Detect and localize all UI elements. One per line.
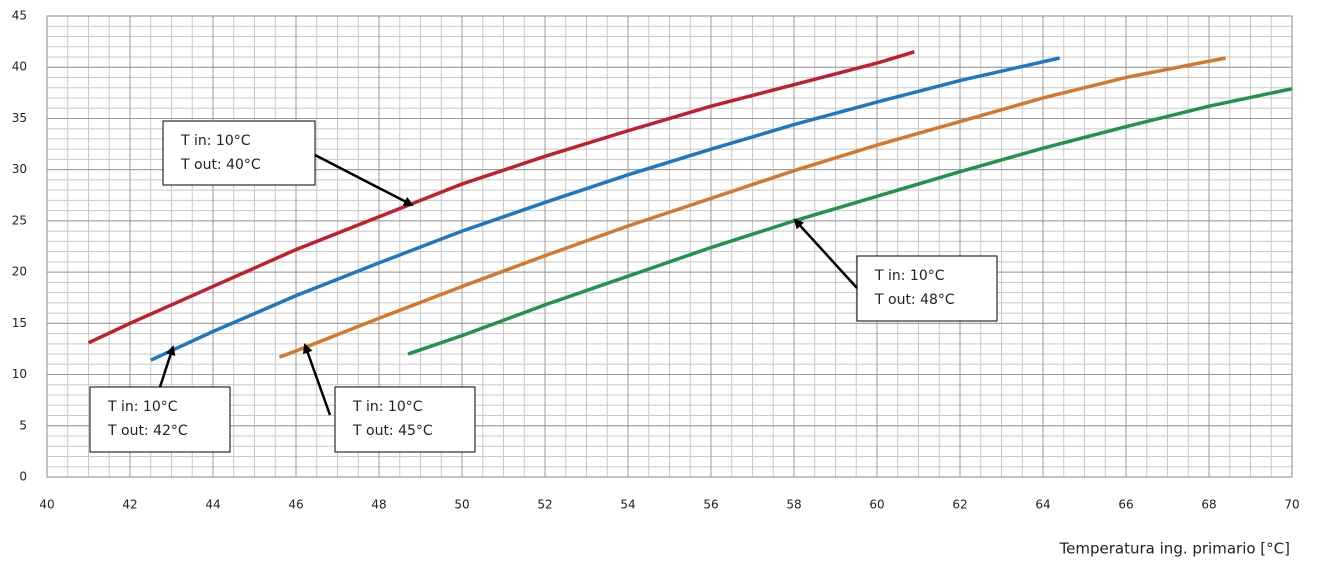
y-tick-label: 20: [12, 265, 27, 279]
y-tick-label: 35: [12, 111, 27, 125]
x-tick-label: 68: [1201, 498, 1216, 512]
y-tick-label: 45: [12, 9, 27, 23]
x-tick-label: 62: [952, 498, 967, 512]
annotation: T in: 10°C T out: 42°C: [89, 345, 231, 453]
x-tick-label: 42: [122, 498, 137, 512]
annotation-box: [856, 255, 998, 322]
x-axis-label: Temperatura ing. primario [°C]: [1059, 540, 1290, 558]
y-tick-label: 10: [12, 367, 27, 381]
y-tick-label: 5: [19, 418, 27, 432]
y-tick-label: 30: [12, 162, 27, 176]
annotation-box: [162, 120, 316, 186]
annotation: T in: 10°C T out: 40°C: [162, 120, 414, 207]
annotation-arrow: [793, 218, 858, 289]
x-tick-label: 46: [288, 498, 303, 512]
annotation-text: T out: 48°C: [874, 292, 955, 308]
annotation-text: T in: 10°C: [352, 399, 423, 415]
annotation-box: [89, 386, 231, 453]
x-tick-label: 64: [1035, 498, 1050, 512]
y-tick-label: 15: [12, 316, 27, 330]
line-series: [407, 87, 1293, 356]
plot-border: [46, 15, 1293, 478]
annotation-text: T in: 10°C: [107, 399, 178, 415]
annotation-text: T in: 10°C: [874, 268, 945, 284]
x-tick-label: 56: [703, 498, 718, 512]
y-tick-label: 40: [12, 60, 27, 74]
x-tick-label: 48: [371, 498, 386, 512]
x-tick-label: 40: [39, 498, 54, 512]
annotation-text: T in: 10°C: [180, 133, 251, 149]
y-tick-label: 25: [12, 213, 27, 227]
x-tick-label: 52: [537, 498, 552, 512]
annotation: T in: 10°C T out: 48°C: [793, 218, 998, 322]
annotation-arrow: [158, 345, 176, 388]
line-series: [278, 56, 1226, 359]
x-tick-label: 58: [786, 498, 801, 512]
x-tick-label: 70: [1284, 498, 1299, 512]
annotation: T in: 10°C T out: 45°C: [302, 343, 476, 453]
annotation-text: T out: 45°C: [352, 423, 433, 439]
x-tick-label: 60: [869, 498, 884, 512]
annotation-box: [334, 386, 476, 453]
y-tick-label: 0: [19, 470, 27, 484]
x-tick-label: 50: [454, 498, 469, 512]
line-series: [87, 50, 915, 345]
annotation-text: T out: 40°C: [180, 157, 261, 173]
annotation-arrow: [314, 153, 414, 207]
annotation-text: T out: 42°C: [107, 423, 188, 439]
line-series: [150, 56, 1060, 362]
x-tick-label: 66: [1118, 498, 1133, 512]
annotation-arrow: [302, 343, 332, 416]
x-tick-label: 44: [205, 498, 220, 512]
x-tick-label: 54: [620, 498, 635, 512]
